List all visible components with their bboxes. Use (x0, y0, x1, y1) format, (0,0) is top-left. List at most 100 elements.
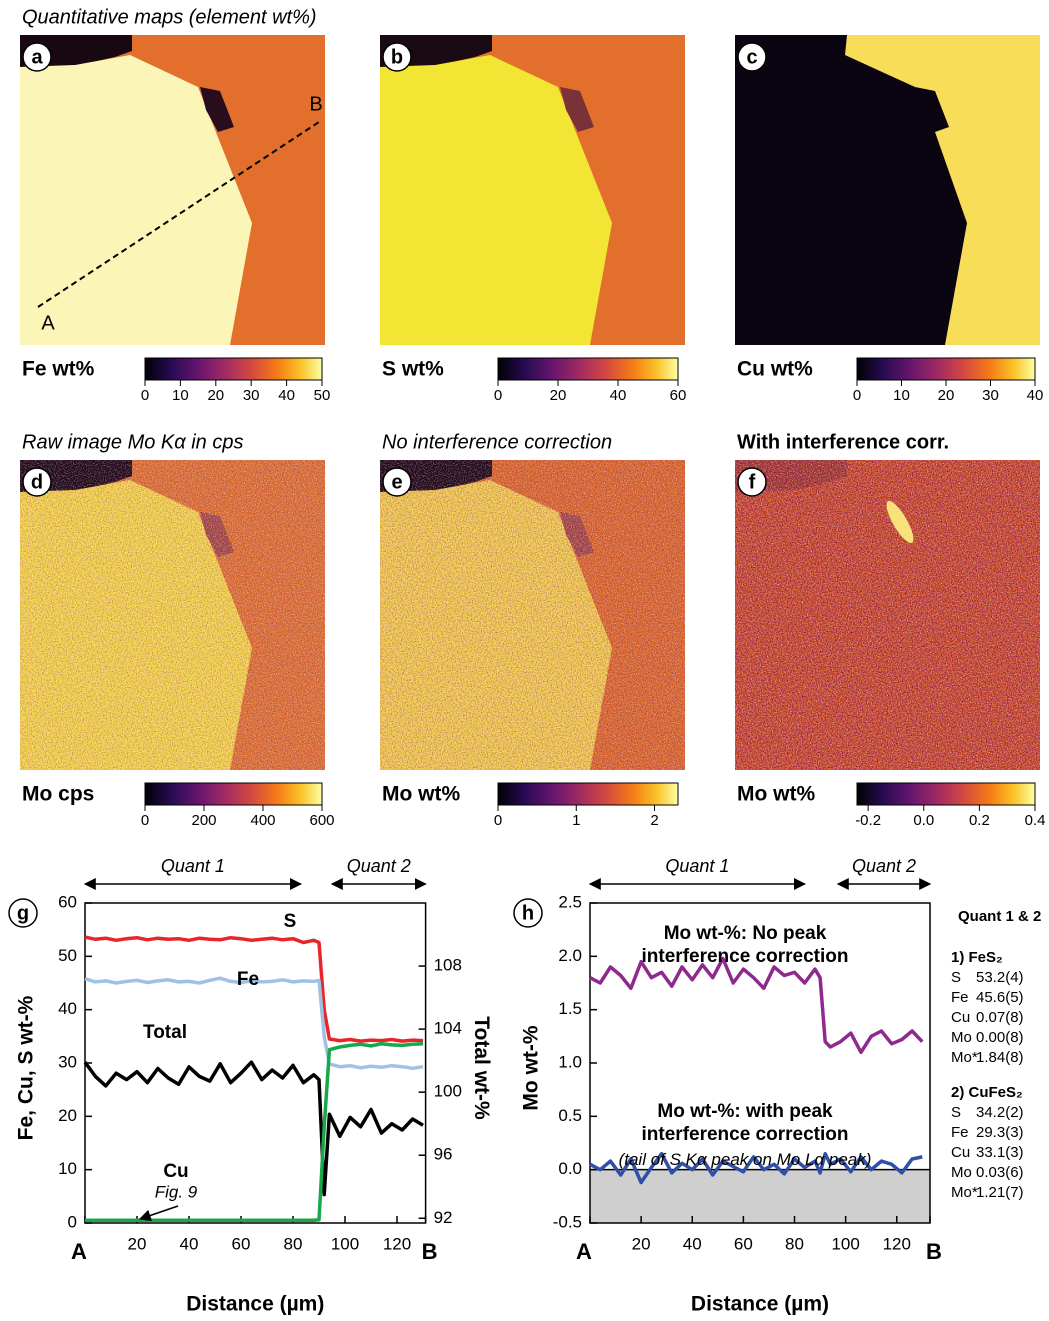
colorbar-tick-label: 0 (141, 812, 149, 829)
y2-tick-label: 104 (434, 1019, 462, 1038)
colorbar (144, 782, 323, 806)
colorbar-tick-label: 20 (938, 387, 955, 404)
y-tick-label: -0.5 (553, 1212, 582, 1231)
y2-tick-label: 100 (434, 1082, 462, 1101)
map-image (380, 460, 685, 770)
x-tick-label: B (926, 1239, 942, 1264)
table-cell: 29.3(3) (976, 1124, 1024, 1141)
series-line (84, 935, 424, 1043)
colorbar (497, 357, 679, 381)
table-cell: 45.6(5) (976, 989, 1024, 1006)
colorbar (856, 357, 1036, 381)
colorbar-tick-label: 10 (893, 387, 910, 404)
colorbar-tick-label: 50 (314, 387, 331, 404)
table-title: Quant 1 & 2 (958, 908, 1041, 925)
y2-axis-label: Total wt-% (470, 1016, 493, 1120)
panel-label: b (391, 46, 403, 68)
table-cell: Fe (951, 989, 969, 1006)
colorbar-tick-label: 20 (550, 387, 567, 404)
x-tick-label: 80 (785, 1234, 804, 1253)
map-noise (380, 460, 685, 770)
table-cell: 0.00(8) (976, 1029, 1024, 1046)
series-line (83, 1060, 424, 1197)
profile-start: A (41, 312, 55, 334)
colorbar-tick-label: 200 (191, 812, 216, 829)
region-label: Quant 1 (161, 856, 225, 876)
series-line (589, 1151, 923, 1185)
series-label-text: Mo wt-%: with peak interference correcti… (641, 1101, 849, 1145)
panel-label: a (31, 46, 43, 68)
y-tick-label: 0 (68, 1212, 77, 1231)
x-tick-label: 20 (632, 1234, 651, 1253)
panel-badge (737, 42, 767, 72)
panel-badge (737, 467, 767, 497)
map-image (380, 35, 685, 345)
region-label: Quant 2 (852, 856, 916, 876)
table-cell: Fe (951, 1124, 969, 1141)
panel-label: f (749, 471, 756, 493)
x-tick-label: 20 (128, 1234, 147, 1253)
colorbar (497, 782, 679, 806)
panel-label: g (17, 902, 29, 924)
panel-badge (22, 467, 52, 497)
colorbar-tick-label: 60 (670, 387, 687, 404)
table-cell: Cu (951, 1009, 970, 1026)
series-line (589, 956, 924, 1055)
x-axis-label: Distance (µm) (691, 1293, 829, 1316)
colorbar-tick-label: 0.4 (1025, 812, 1046, 829)
x-tick-label: 100 (331, 1234, 359, 1253)
colorbar-tick-label: 600 (309, 812, 334, 829)
y-tick-label: 0.0 (558, 1159, 582, 1178)
map-streak (886, 500, 914, 544)
colorbar-label: Mo wt% (382, 783, 460, 806)
colorbar-tick-label: 20 (207, 387, 224, 404)
y2-tick-label: 92 (434, 1208, 453, 1227)
y-tick-label: 20 (58, 1106, 77, 1125)
x-tick-label: 120 (383, 1234, 411, 1253)
table-cell: Mo (951, 1164, 972, 1181)
y2-tick-label: 108 (434, 956, 462, 975)
panel-badge (8, 898, 38, 928)
colorbar-tick-label: 2 (650, 812, 658, 829)
profile-end: B (309, 93, 322, 115)
table-cell: Mo* (951, 1184, 978, 1201)
map-region (735, 35, 967, 345)
figure-title: Quantitative maps (element wt%) (22, 6, 317, 28)
y-tick-label: 2.0 (558, 946, 582, 965)
table-cell: 33.1(3) (976, 1144, 1024, 1161)
annotation-text: (tail of S Kα peak on Mo Lα peak) (618, 1150, 872, 1169)
table-cell: 0.07(8) (976, 1009, 1024, 1026)
y2-tick-label: 96 (434, 1145, 453, 1164)
colorbar-tick-label: -0.2 (855, 812, 881, 829)
colorbar-label: Mo cps (22, 783, 94, 806)
x-tick-label: 100 (831, 1234, 859, 1253)
map-image (20, 460, 325, 770)
map-image (735, 35, 1040, 345)
map-noise (20, 460, 325, 770)
colorbar-tick-label: 0 (494, 812, 502, 829)
map-image (735, 460, 1040, 770)
map-title: No interference correction (382, 431, 612, 453)
y-tick-label: 50 (58, 946, 77, 965)
map-title: Raw image Mo Kα in cps (22, 431, 243, 453)
colorbar-tick-label: 0.2 (969, 812, 990, 829)
y-tick-label: 1.5 (558, 999, 582, 1018)
colorbar-tick-label: 40 (1027, 387, 1044, 404)
plot-frame (84, 902, 427, 1224)
colorbar-tick-label: 30 (243, 387, 260, 404)
table-cell: 53.2(4) (976, 969, 1024, 986)
colorbar-label: S wt% (382, 358, 444, 381)
colorbar-label: Fe wt% (22, 358, 95, 381)
map-noise (735, 460, 1040, 770)
annotation: (tail of S Kα peak on Mo Lα peak) (618, 1150, 872, 1169)
map-image (20, 35, 325, 345)
table-cell: S (951, 1104, 961, 1121)
series-label: Mo wt-%: with peak interference correcti… (641, 1101, 849, 1145)
series-line (84, 976, 424, 1071)
x-tick-label: A (576, 1239, 592, 1264)
panel-badge (22, 42, 52, 72)
map-region (560, 87, 594, 132)
series-label: Cu (163, 1161, 188, 1182)
y-tick-label: 0.5 (558, 1106, 582, 1125)
colorbar-tick-label: 0 (494, 387, 502, 404)
